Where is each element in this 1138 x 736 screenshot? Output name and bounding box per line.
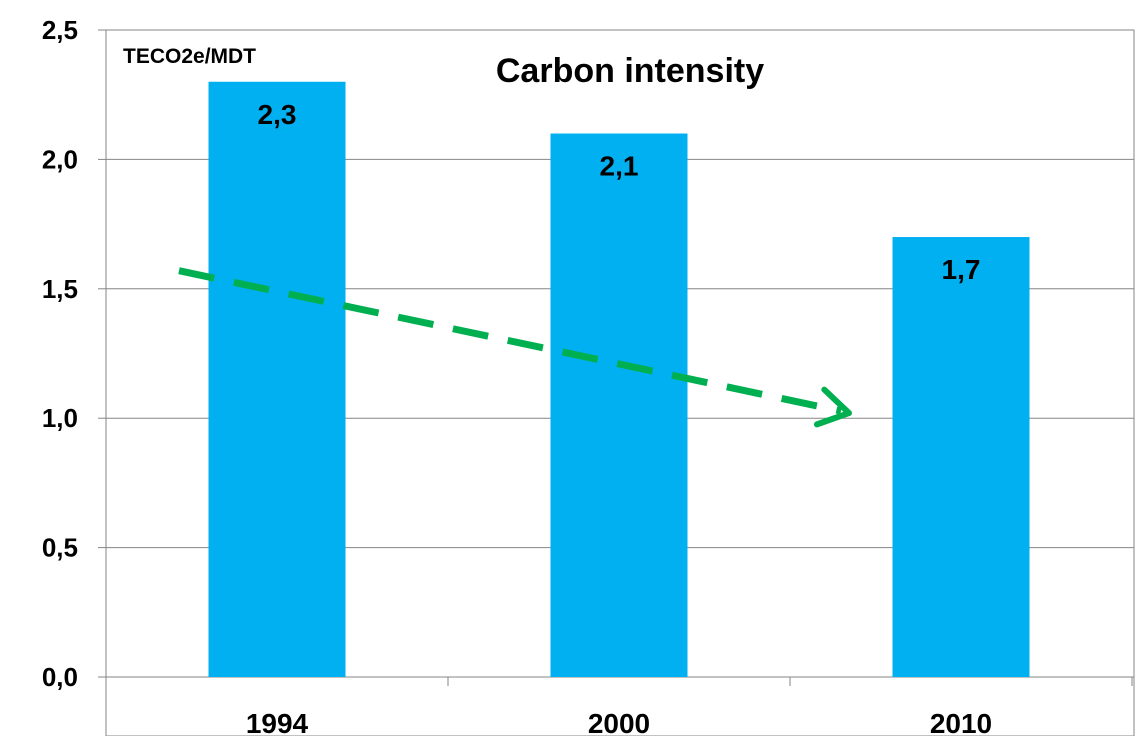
y-tick-label: 0,0 bbox=[42, 662, 78, 692]
y-tick-label: 0,5 bbox=[42, 533, 78, 563]
chart-title: Carbon intensity bbox=[496, 52, 764, 90]
y-axis-ticks: 0,0 0,5 1,0 1,5 2,0 2,5 bbox=[42, 15, 106, 692]
bar-2010 bbox=[892, 237, 1030, 678]
bar-1994 bbox=[208, 81, 346, 677]
data-labels: 2,3 2,1 1,7 bbox=[258, 99, 981, 285]
trend-arrow bbox=[178, 267, 852, 428]
data-label: 2,1 bbox=[600, 151, 639, 182]
trend-arrow-line bbox=[178, 267, 842, 415]
y-axis-unit-label: TECO2e/MDT bbox=[123, 45, 256, 68]
x-tick-label: 1994 bbox=[246, 708, 309, 736]
x-axis-ticks: 1994 2000 2010 bbox=[105, 677, 1133, 736]
x-tick-label: 2010 bbox=[930, 708, 992, 736]
bars bbox=[208, 81, 1030, 678]
data-label: 1,7 bbox=[942, 254, 981, 285]
y-tick-label: 1,0 bbox=[42, 403, 78, 433]
trend-arrow-head bbox=[813, 386, 852, 428]
y-tick-label: 2,5 bbox=[42, 15, 78, 45]
x-tick-label: 2000 bbox=[588, 708, 650, 736]
y-tick-label: 2,0 bbox=[42, 144, 78, 174]
bar-2000 bbox=[550, 133, 688, 677]
data-label: 2,3 bbox=[258, 99, 297, 130]
y-tick-label: 1,5 bbox=[42, 274, 78, 304]
